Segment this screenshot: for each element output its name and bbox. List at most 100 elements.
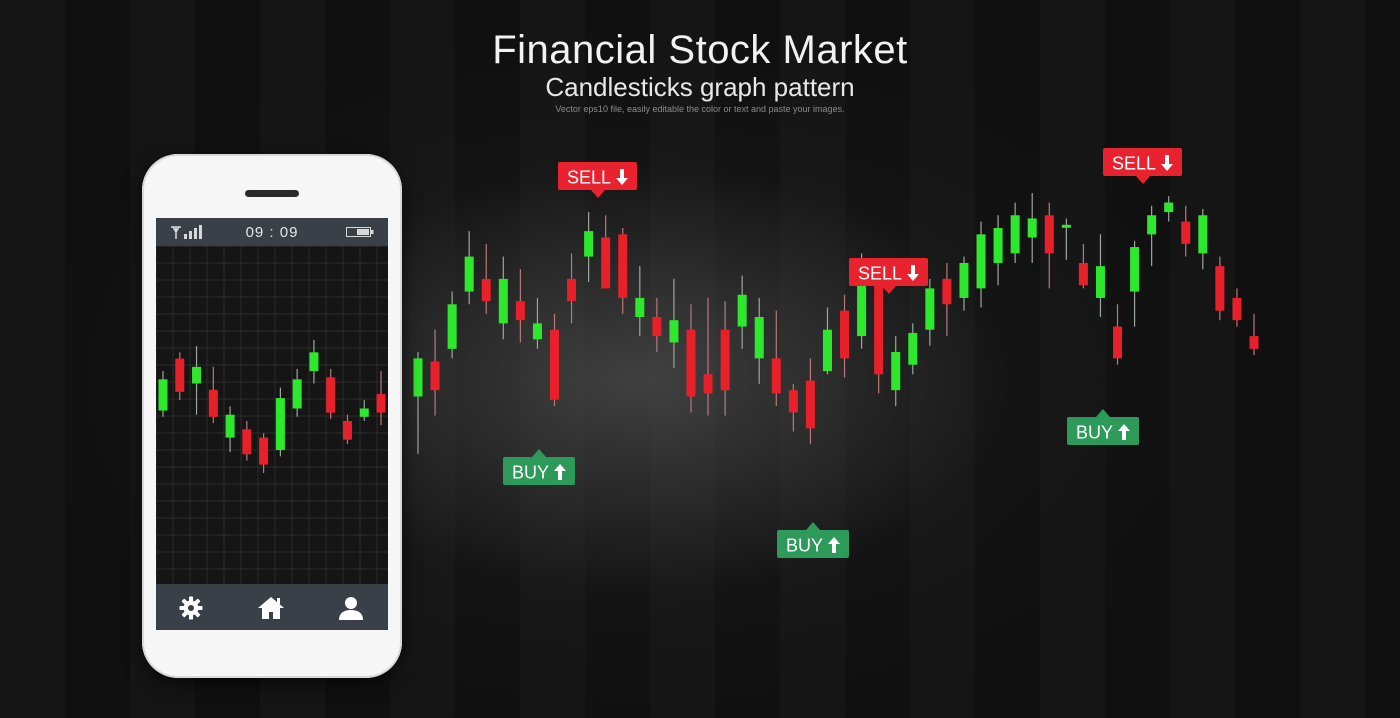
candle-body [669,320,679,343]
home-icon[interactable] [256,595,286,621]
candle-body [515,301,525,321]
bullish-candle [1147,205,1157,267]
status-bar: 09 : 09 [156,218,388,246]
bearish-candle [208,366,218,424]
candle-body [1181,221,1191,244]
candle-body [618,234,628,298]
status-time: 09 : 09 [245,224,299,241]
bullish-candle [1130,240,1140,327]
arrow-down-icon [907,265,920,282]
candle-body [1232,297,1242,321]
candle-body [532,323,542,340]
buy-signal: BUY [1067,409,1140,445]
candle-body [1249,336,1259,349]
candle-body [840,310,850,359]
bearish-candle [376,371,386,426]
bullish-candle [959,256,969,311]
signal-pointer [1135,176,1150,184]
bullish-candle [359,400,369,421]
candle-body [601,237,611,289]
bearish-candle [326,368,336,419]
chart-grid [156,246,388,584]
candle-body [925,288,935,330]
bearish-candle [242,420,252,461]
candle-body [242,429,252,455]
candle-body [413,358,423,397]
candle-body [584,231,594,257]
bullish-candle [413,352,423,454]
candle-body [788,390,798,413]
bearish-candle [259,433,269,473]
candle-body [720,329,730,391]
candle-body [326,377,336,413]
signal-pointer [881,286,896,294]
bullish-candle [464,231,474,305]
bearish-candle [515,269,525,343]
candle-body [175,358,185,392]
candle-body [292,379,302,409]
bearish-candle [430,329,440,416]
bearish-candle [703,297,713,416]
bullish-candle [754,297,764,384]
candle-body [208,389,218,417]
candle-body [652,317,662,337]
candle-body [976,234,986,289]
bearish-candle [1181,205,1191,257]
candle-body [1095,266,1105,298]
buy-signal: BUY [777,522,850,558]
candle-body [754,317,764,359]
phone-candlestick-chart [156,246,388,584]
candle-body [703,374,713,394]
candle-body [737,294,747,327]
bearish-candle [175,352,185,401]
gear-icon[interactable] [178,595,204,621]
candle-body [567,278,577,302]
signal-pointer [532,449,546,457]
candle-body [874,282,884,375]
candle-body [464,256,474,292]
battery-icon [346,227,374,237]
candle-body [158,379,168,411]
signal-pointer [1096,409,1110,417]
candle-body [1198,215,1208,254]
signal-label: SELL [1112,153,1157,174]
candle-body [959,262,969,298]
bearish-candle [567,253,577,324]
candle-body [857,275,867,337]
bearish-candle [481,243,491,314]
user-icon[interactable] [338,595,364,621]
bearish-candle [720,301,730,416]
candle-body [481,278,491,302]
bullish-candle [822,307,832,375]
bearish-candle [1078,243,1088,289]
sell-signal: SELL [558,162,638,198]
signal-label: BUY [786,535,824,556]
candle-body [908,332,918,365]
signal-label: BUY [1076,422,1114,443]
page-subtitle: Candlesticks graph pattern [545,72,855,102]
candle-body [342,420,352,440]
bearish-candle [618,227,628,314]
bearish-candle [1249,313,1259,356]
bearish-candle [342,414,352,444]
bearish-candle [1113,304,1123,365]
candle-body [891,352,901,391]
candle-body [309,352,319,372]
candle-body [549,329,559,400]
bearish-candle [1215,256,1225,321]
candle-body [1113,326,1123,359]
candle-body [942,278,952,305]
candle-body [1147,215,1157,235]
candle-body [1078,262,1088,286]
bullish-candle [1095,234,1105,318]
arrow-up-icon [828,537,841,554]
phone-screen: 09 : 09 [156,218,388,630]
candle-body [1010,215,1020,254]
bullish-candle [192,346,202,415]
candle-body [498,278,508,324]
arrow-up-icon [554,464,567,481]
candle-body [275,398,285,451]
bearish-candle [652,297,662,352]
bullish-candle [225,406,235,453]
